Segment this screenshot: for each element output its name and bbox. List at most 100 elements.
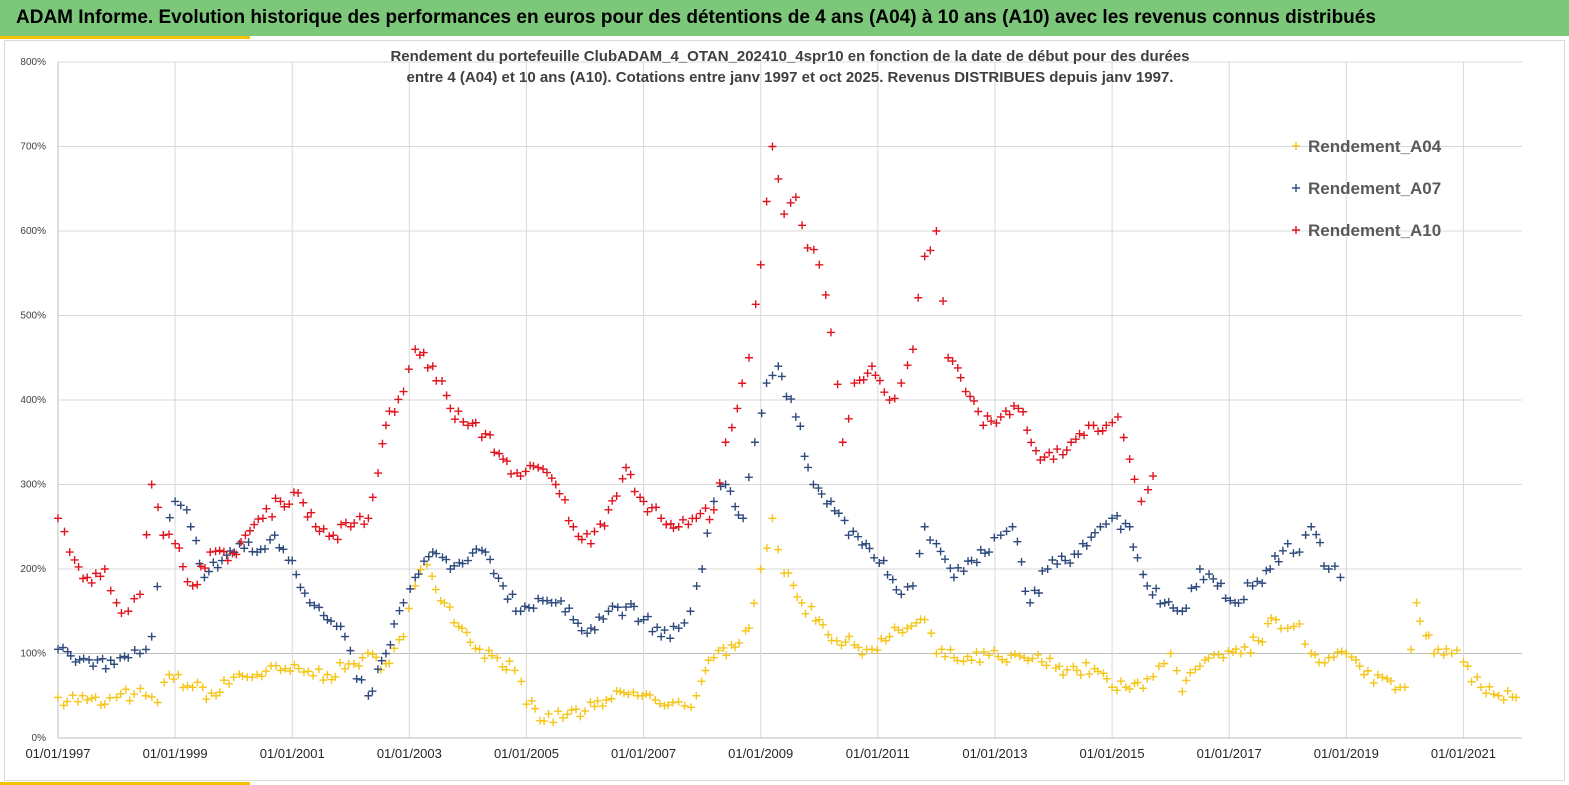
data-point-a10	[715, 478, 724, 487]
data-point-a10	[183, 577, 192, 586]
data-point-a04	[1307, 649, 1316, 658]
data-point-a10	[956, 373, 965, 382]
data-point-a07	[315, 603, 324, 612]
data-point-a07	[862, 539, 871, 548]
data-point-a04	[903, 624, 912, 633]
data-point-a10	[360, 520, 369, 529]
data-point-a10	[268, 512, 277, 521]
data-point-a07	[390, 619, 399, 628]
data-point-a07	[463, 556, 472, 565]
data-point-a04	[462, 628, 471, 637]
data-point-a04	[873, 646, 882, 655]
data-point-a07	[204, 567, 213, 576]
data-point-a10	[250, 520, 259, 529]
data-point-a07	[967, 556, 976, 565]
data-point-a07	[768, 371, 777, 380]
data-point-a10	[838, 438, 847, 447]
data-point-a04	[967, 656, 976, 665]
y-tick-label: 700%	[20, 142, 46, 153]
data-point-a04	[141, 691, 150, 700]
data-point-a04	[674, 697, 683, 706]
data-point-a10	[875, 376, 884, 385]
data-point-a10	[542, 468, 551, 477]
data-point-a10	[590, 527, 599, 536]
data-point-a04	[651, 695, 660, 704]
data-point-a07	[1270, 551, 1279, 560]
data-point-a07	[442, 555, 451, 564]
data-point-a07	[804, 463, 813, 472]
data-point-a04	[1485, 682, 1494, 691]
data-point-a10	[815, 260, 824, 269]
data-point-a04	[229, 673, 238, 682]
data-point-a04	[458, 624, 467, 633]
data-point-a10	[450, 415, 459, 424]
data-point-a10	[1053, 445, 1062, 454]
data-point-a10	[299, 498, 308, 507]
data-point-a10	[833, 380, 842, 389]
data-point-a10	[1075, 429, 1084, 438]
data-point-a04	[793, 592, 802, 601]
data-point-a07	[1043, 565, 1052, 573]
legend-marker-a04	[1292, 142, 1300, 150]
data-point-a04	[153, 698, 162, 707]
data-point-a04	[1416, 617, 1425, 626]
data-point-a07	[590, 625, 599, 634]
data-point-a04	[125, 696, 134, 705]
data-point-a10	[341, 518, 350, 527]
data-point-a04	[1082, 658, 1091, 667]
data-point-a04	[1254, 636, 1263, 645]
x-tick-label: 01/01/2015	[1080, 746, 1145, 761]
data-point-a07	[336, 622, 345, 631]
data-point-a07	[1160, 598, 1169, 607]
data-point-a04	[697, 677, 706, 686]
data-point-a04	[1139, 684, 1148, 693]
data-point-a07	[275, 543, 284, 552]
data-point-a04	[1258, 637, 1267, 646]
data-point-a07	[171, 497, 180, 506]
data-point-a07	[557, 596, 566, 605]
data-point-a10	[1049, 455, 1058, 464]
data-point-a07	[1192, 582, 1201, 591]
data-point-a07	[680, 618, 689, 627]
data-point-a10	[780, 210, 789, 219]
data-point-a04	[845, 632, 854, 641]
data-point-a07	[79, 654, 88, 663]
data-point-a07	[726, 487, 735, 496]
data-point-a07	[1108, 514, 1117, 523]
data-point-a07	[300, 589, 309, 598]
data-point-a10	[1071, 435, 1080, 444]
data-point-a10	[612, 492, 621, 501]
data-point-a07	[182, 505, 191, 514]
data-point-a04	[1311, 650, 1320, 659]
data-point-a04	[824, 630, 833, 639]
x-tick-label: 01/01/2021	[1431, 746, 1496, 761]
data-point-a04	[576, 712, 585, 721]
data-point-a04	[1055, 662, 1064, 671]
data-point-a10	[171, 539, 180, 548]
data-point-a07	[551, 598, 560, 607]
data-point-a07	[1017, 557, 1026, 566]
data-point-a10	[1027, 438, 1036, 447]
data-point-a07	[698, 565, 707, 573]
data-point-a07	[1129, 543, 1138, 552]
data-point-a04	[354, 661, 363, 670]
data-point-a07	[153, 582, 162, 591]
data-point-a07	[279, 545, 288, 554]
data-point-a04	[505, 657, 514, 666]
x-tick-label: 01/01/2019	[1314, 746, 1379, 761]
y-tick-label: 400%	[20, 395, 46, 406]
data-point-a04	[774, 545, 783, 554]
data-point-a04	[261, 667, 270, 676]
data-point-a07	[93, 655, 102, 664]
data-point-a07	[373, 665, 382, 674]
data-point-a10	[423, 363, 432, 372]
data-point-a04	[645, 691, 654, 700]
data-point-a07	[386, 640, 395, 649]
data-point-a07	[1209, 574, 1218, 583]
data-point-a10	[939, 297, 948, 306]
data-point-a10	[419, 348, 428, 357]
data-point-a10	[215, 546, 224, 555]
data-point-a10	[1023, 426, 1032, 435]
data-point-a10	[539, 465, 548, 474]
data-point-a07	[1148, 590, 1157, 599]
